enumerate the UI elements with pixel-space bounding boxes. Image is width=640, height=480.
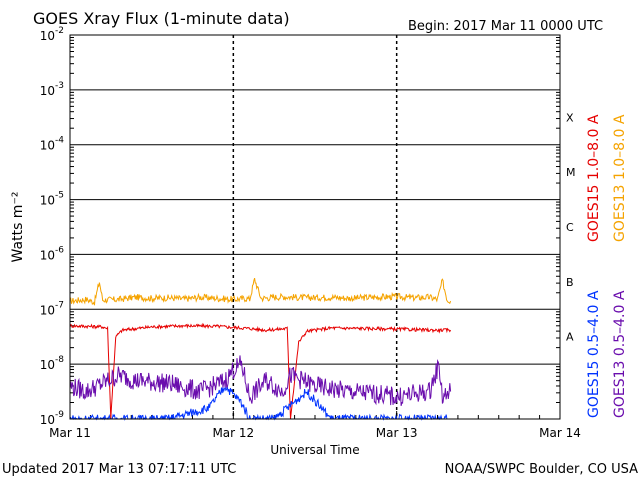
legend-long-wave: GOES15 1.0–8.0 A GOES13 1.0–8.0 A bbox=[586, 114, 628, 242]
credit-label: NOAA/SWPC Boulder, CO USA bbox=[445, 462, 638, 477]
y-tick-label: 10-5 bbox=[40, 191, 64, 208]
x-tick-label: Mar 12 bbox=[212, 426, 254, 440]
flare-class-x: X bbox=[566, 111, 574, 124]
x-tick-labels: Mar 11 Mar 12 Mar 13 Mar 14 bbox=[49, 426, 581, 440]
y-tick-label: 10-9 bbox=[40, 410, 65, 427]
y-tick-label: 10-4 bbox=[40, 136, 65, 153]
x-axis-label: Universal Time bbox=[270, 443, 359, 457]
plot-frame bbox=[69, 34, 561, 420]
y-tick-label: 10-3 bbox=[40, 81, 64, 98]
legend-goes15_long: GOES15 1.0–8.0 A bbox=[586, 114, 602, 242]
goes13_short-line bbox=[69, 355, 452, 407]
flare-class-c: C bbox=[566, 221, 574, 234]
x-tick-label: Mar 14 bbox=[539, 426, 581, 440]
goes15_long-line bbox=[69, 322, 452, 420]
flare-class-b: B bbox=[566, 276, 574, 289]
y-tick-label: 10-2 bbox=[40, 26, 64, 43]
y-tick-label: 10-6 bbox=[40, 245, 65, 262]
y-tick-label: 10-8 bbox=[40, 355, 65, 372]
y-tick-labels: 10-9 10-8 10-7 10-6 10-5 10-4 10-3 10-2 bbox=[40, 26, 65, 427]
legend-goes13_long: GOES13 1.0–8.0 A bbox=[612, 114, 628, 242]
begin-label: Begin: 2017 Mar 11 0000 UTC bbox=[408, 19, 603, 34]
grid-lines bbox=[69, 34, 561, 420]
legend-goes13_short: GOES13 0.5–4.0 A bbox=[612, 290, 628, 418]
chart-title: GOES Xray Flux (1-minute data) bbox=[33, 9, 290, 28]
updated-label: Updated 2017 Mar 13 07:17:11 UTC bbox=[2, 462, 236, 477]
x-tick-label: Mar 13 bbox=[376, 426, 418, 440]
y-tick-label: 10-7 bbox=[40, 300, 64, 317]
y-axis-label: Watts m⁻² bbox=[10, 192, 26, 263]
flare-class-m: M bbox=[566, 166, 576, 179]
series-lines bbox=[69, 277, 452, 421]
flare-class-a: A bbox=[566, 331, 574, 344]
legend-goes15_short: GOES15 0.5–4.0 A bbox=[586, 290, 602, 418]
legend-short-wave: GOES15 0.5–4.0 A GOES13 0.5–4.0 A bbox=[586, 290, 628, 418]
x-tick-label: Mar 11 bbox=[49, 426, 91, 440]
goes13_long-line bbox=[69, 277, 452, 306]
flare-class-labels: X M C B A bbox=[566, 111, 576, 343]
